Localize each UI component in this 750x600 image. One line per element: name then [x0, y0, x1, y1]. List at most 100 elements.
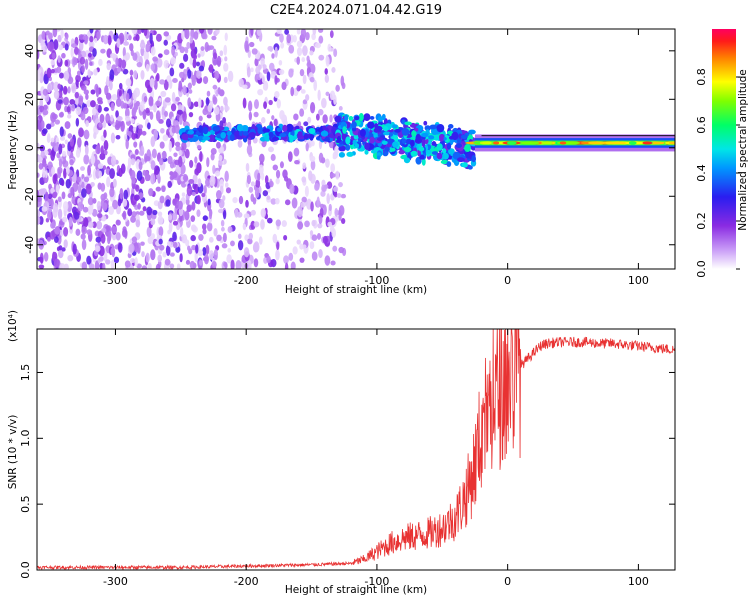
spectrogram-noise-cell	[216, 55, 222, 67]
spectrogram-noise-cell	[158, 158, 164, 166]
spectrogram-noise-cell	[62, 201, 69, 212]
spectrogram-noise-cell	[82, 76, 87, 82]
spectrogram-noise-cell	[158, 238, 163, 245]
spectrogram-noise-cell	[258, 153, 265, 164]
spectrogram-noise-cell	[212, 96, 218, 105]
spectrogram-noise-cell	[275, 197, 280, 205]
spectrogram-noise-cell	[338, 246, 345, 254]
spectrogram-signal-cell	[248, 132, 256, 138]
spectrogram-noise-cell	[224, 105, 230, 112]
spectrogram-noise-cell	[284, 262, 289, 269]
spectrogram-noise-cell	[319, 207, 324, 217]
spectrogram-signal-cell	[429, 124, 438, 130]
spectrogram-noise-cell	[292, 246, 298, 255]
spectrogram-noise-cell	[84, 144, 89, 156]
spectrogram-noise-cell	[266, 108, 271, 114]
spectrogram-noise-cell	[70, 186, 75, 196]
spectrogram-noise-cell	[315, 42, 321, 49]
spectrogram-noise-cell	[53, 236, 59, 243]
spectrogram-noise-cell	[58, 44, 64, 51]
spectrogram-noise-cell	[102, 262, 106, 269]
spectrogram-noise-cell	[333, 94, 337, 106]
spectrogram-noise-cell	[71, 82, 77, 94]
spectrogram-noise-cell	[310, 201, 314, 212]
spectrogram-noise-cell	[56, 66, 62, 74]
spectrogram-signal-cell	[236, 123, 244, 132]
spectrogram-noise-cell	[81, 261, 88, 269]
spectrogram-noise-cell	[309, 241, 315, 250]
spectrogram-noise-cell	[306, 61, 312, 68]
spectrogram-noise-cell	[195, 244, 199, 254]
snr-y-tick-label: 0.5	[19, 495, 32, 513]
spectrogram-noise-cell	[141, 265, 148, 269]
spectrogram-noise-cell	[104, 85, 109, 96]
spectrogram-noise-cell	[141, 251, 145, 258]
spectrogram-noise-cell	[230, 259, 235, 269]
spectrogram-noise-cell	[124, 115, 131, 122]
spectrogram-noise-cell	[103, 34, 109, 45]
spectrogram-noise-cell	[178, 71, 185, 79]
spectrogram-noise-cell	[246, 144, 253, 156]
spectrogram-noise-cell	[226, 254, 232, 264]
spectrogram-signal-cell	[338, 146, 346, 152]
spectrogram-noise-cell	[58, 112, 64, 118]
spectrogram-noise-cell	[48, 32, 53, 40]
spectrogram-noise-cell	[310, 159, 316, 171]
spectrogram-noise-cell	[191, 201, 196, 211]
spectrogram-noise-cell	[158, 226, 164, 237]
spectrogram-noise-cell	[196, 61, 201, 67]
spectrogram-noise-cell	[319, 203, 325, 209]
spectrogram-signal-cell	[382, 131, 391, 136]
spectrogram-signal-cell	[376, 155, 381, 160]
spectrogram-signal-cell	[271, 136, 280, 142]
spectrogram-x-tick-label: -200	[234, 274, 259, 287]
spectrogram-noise-cell	[268, 99, 273, 106]
spectrogram-noise-cell	[37, 108, 41, 115]
spectrogram-noise-cell	[187, 97, 192, 108]
spectrogram-noise-cell	[125, 92, 130, 102]
spectrogram-noise-cell	[223, 44, 228, 56]
spectrogram-noise-cell	[216, 234, 222, 242]
spectrogram-noise-cell	[325, 91, 330, 97]
spectrogram-noise-cell	[57, 196, 62, 203]
spectrogram-signal-cell	[294, 125, 300, 130]
spectrogram-noise-cell	[260, 57, 265, 67]
spectrogram-noise-cell	[227, 247, 232, 253]
spectrogram-noise-cell	[274, 90, 280, 99]
spectrogram-noise-cell	[60, 29, 64, 39]
spectrogram-noise-cell	[262, 64, 267, 70]
spectrogram-signal-cell	[381, 140, 388, 145]
spectrogram-noise-cell	[222, 209, 227, 220]
spectrogram-noise-cell	[278, 59, 283, 66]
spectrogram-noise-cell	[130, 169, 136, 181]
spectrogram-noise-cell	[333, 191, 338, 198]
spectrogram-noise-cell	[308, 170, 313, 182]
spectrogram-noise-cell	[75, 148, 81, 158]
spectrogram-noise-cell	[197, 97, 202, 109]
spectrogram-noise-cell	[148, 100, 154, 107]
spectrogram-noise-cell	[171, 91, 176, 103]
spectrogram-noise-cell	[41, 94, 46, 100]
spectrogram-noise-cell	[160, 127, 165, 134]
spectrogram-noise-cell	[203, 33, 208, 40]
spectrogram-signal-cell	[354, 143, 360, 149]
spectrogram-noise-cell	[42, 166, 46, 178]
spectrogram-y-tick-label: -40	[23, 236, 36, 254]
spectrogram-noise-cell	[52, 202, 59, 213]
spectrogram-noise-cell	[63, 85, 68, 95]
spectrogram-noise-cell	[299, 257, 305, 263]
spectrogram-noise-cell	[292, 35, 297, 43]
spectrogram-noise-cell	[87, 205, 94, 215]
spectrogram-signal-cell	[276, 127, 282, 132]
spectrogram-noise-cell	[169, 175, 175, 181]
spectrogram-y-ticks: -40 -20 0 20 40	[23, 44, 675, 254]
spectrogram-noise-cell	[86, 255, 92, 265]
spectrogram-noise-cell	[155, 100, 161, 107]
spectrogram-noise-cell	[147, 122, 151, 130]
spectrogram-noise-cell	[124, 107, 130, 119]
spectrogram-noise-cell	[150, 46, 156, 56]
spectrogram-noise-cell	[303, 121, 309, 127]
spectrogram-noise-cell	[318, 152, 324, 163]
spectrogram-noise-cell	[53, 258, 60, 268]
